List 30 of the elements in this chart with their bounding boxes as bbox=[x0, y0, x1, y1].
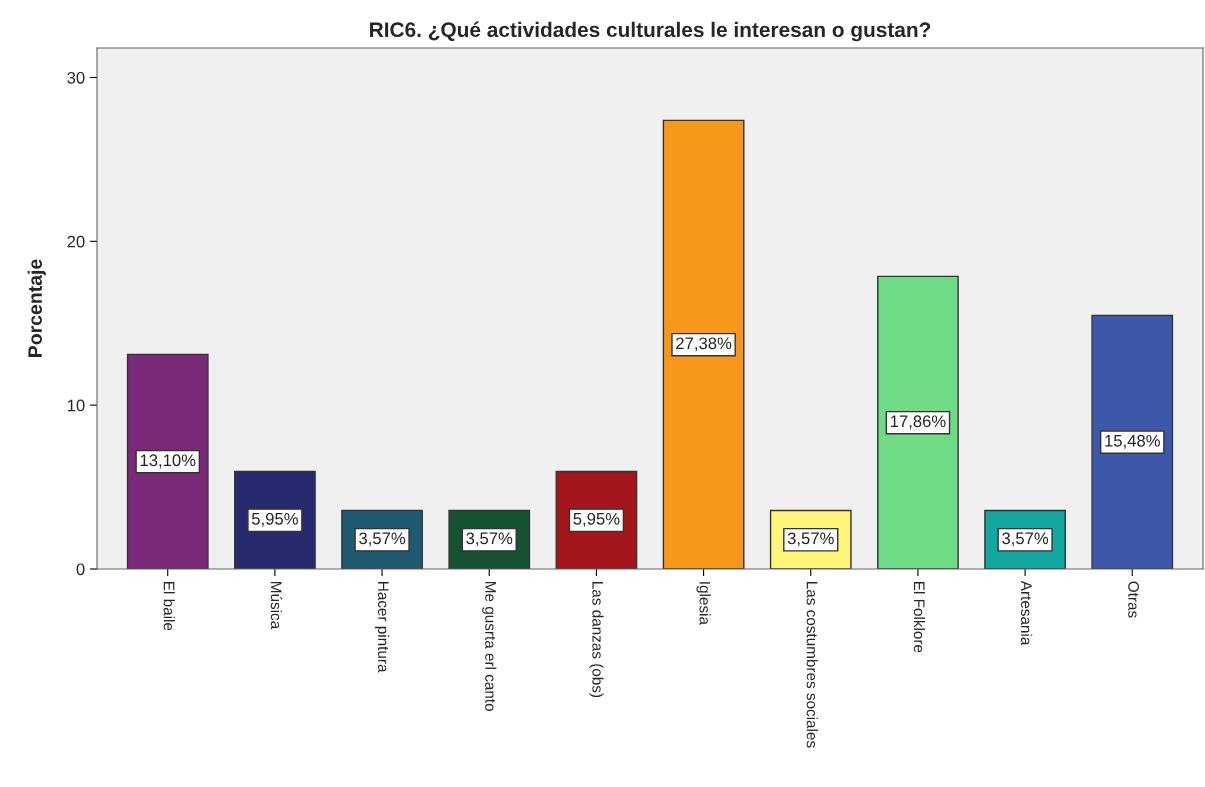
x-tick-label: Me gusrta erl canto bbox=[482, 582, 497, 711]
x-tick-label: El baile bbox=[163, 582, 175, 631]
x-tick-label: Iglesia bbox=[696, 582, 711, 625]
bar bbox=[126, 353, 209, 569]
data-label: 3,57% bbox=[359, 532, 406, 547]
x-tick-label: El Folklore bbox=[913, 582, 926, 653]
data-label: 3,57% bbox=[466, 532, 513, 547]
data-label: 17,86% bbox=[890, 415, 946, 430]
y-axis-title: Porcentaje bbox=[27, 259, 46, 357]
data-label: 15,48% bbox=[1105, 434, 1160, 449]
bar bbox=[1091, 314, 1174, 569]
x-tick-label: Otras bbox=[1128, 581, 1139, 618]
x-tick-label: Artesania bbox=[1021, 580, 1033, 646]
data-label: 5,95% bbox=[573, 512, 620, 527]
x-tick-label: Música bbox=[270, 582, 283, 630]
x-tick-label: Hacer pintura bbox=[374, 582, 390, 673]
data-label: 13,10% bbox=[140, 454, 196, 469]
data-label: 3,57% bbox=[787, 532, 834, 547]
y-tick-label: 20 bbox=[67, 235, 85, 248]
x-tick-label: Las costumbres sociales bbox=[806, 582, 818, 748]
data-label: 5,95% bbox=[251, 512, 298, 527]
bar bbox=[662, 119, 745, 569]
y-tick-label: 30 bbox=[67, 71, 85, 84]
bar bbox=[877, 275, 959, 569]
y-tick-label: 10 bbox=[67, 399, 85, 412]
data-label: 27,38% bbox=[676, 337, 732, 352]
x-tick-label: Las danzas (obs) bbox=[589, 582, 604, 698]
y-tick-label: 0 bbox=[76, 563, 85, 576]
chart-title: RIC6. ¿Qué actividades culturales le interesan o gustan? bbox=[370, 21, 931, 42]
data-label: 3,57% bbox=[1002, 532, 1049, 547]
